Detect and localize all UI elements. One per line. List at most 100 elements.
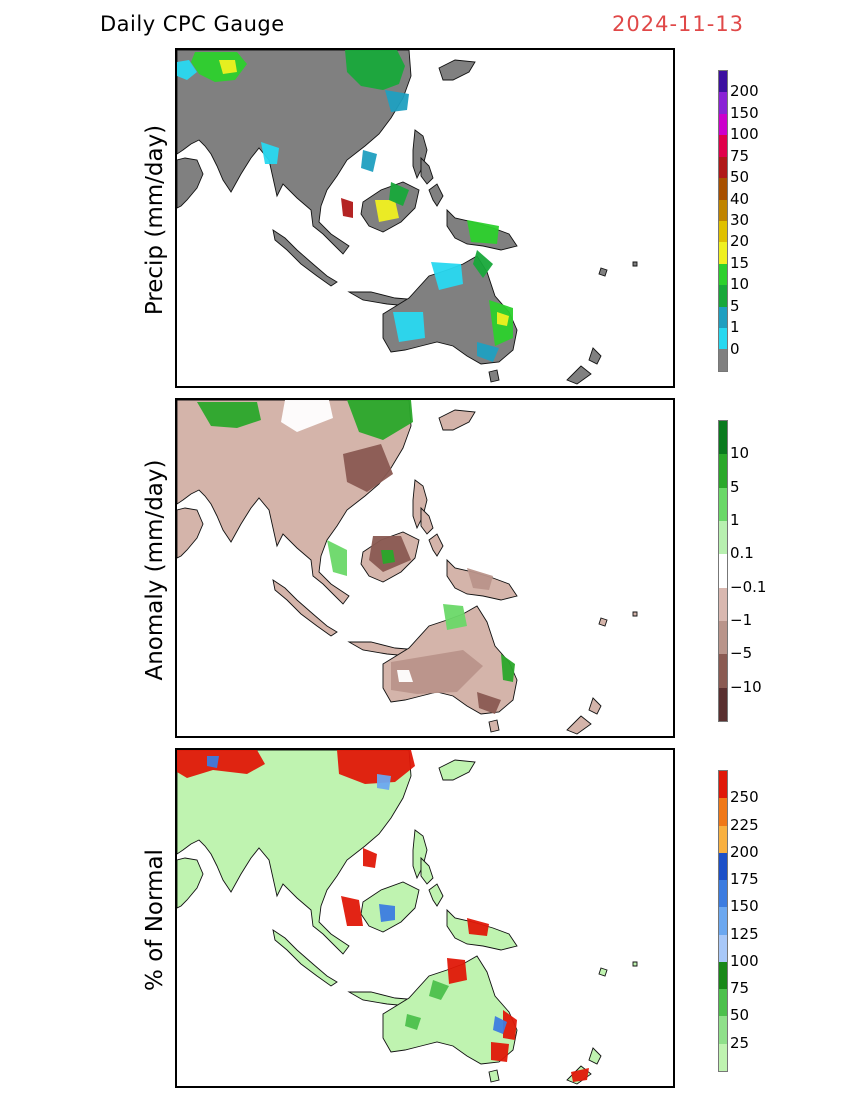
value-region	[391, 650, 483, 694]
land-polygon	[598, 267, 608, 277]
value-region	[327, 540, 347, 576]
land-polygon	[488, 719, 500, 733]
land-polygon	[632, 611, 638, 617]
colorbar-swatch	[719, 113, 727, 136]
colorbar-swatch	[719, 880, 727, 908]
land-polygon	[177, 750, 412, 955]
colorbar-tick-label: 200	[730, 842, 759, 861]
value-region	[477, 692, 501, 714]
value-region	[363, 848, 377, 868]
land-polygon	[412, 829, 428, 880]
colorbar-tick-label: 40	[730, 189, 750, 208]
colorbar-swatch	[719, 961, 727, 990]
colorbar-swatch	[719, 135, 727, 157]
value-region	[447, 958, 467, 984]
colorbar-swatch	[719, 263, 727, 286]
landmass	[177, 750, 638, 1085]
colorbar-swatch	[719, 934, 727, 962]
colorbar-tick-label: 1	[730, 318, 740, 337]
precip-map-panel	[175, 48, 675, 388]
value-region	[501, 654, 515, 682]
land-polygon	[412, 479, 428, 530]
land-polygon	[588, 347, 602, 365]
value-region	[497, 312, 509, 326]
land-polygon	[438, 409, 476, 431]
value-region	[345, 50, 405, 90]
anomaly-map-panel	[175, 398, 675, 738]
land-polygon	[420, 156, 434, 185]
land-polygon	[177, 507, 204, 559]
value-region	[177, 750, 265, 778]
land-polygon	[488, 369, 500, 383]
colorbar-swatch	[719, 798, 727, 826]
anomaly-map	[177, 400, 638, 735]
value-region	[261, 142, 279, 164]
colorbar-tick-label: 5	[730, 296, 740, 315]
colorbar-swatch	[719, 92, 727, 114]
value-region	[477, 342, 499, 362]
precip-colorbar	[718, 70, 728, 372]
colorbar-tick-label: 10	[730, 275, 750, 294]
value-region	[443, 604, 467, 630]
colorbar-tick-label: 0.1	[730, 544, 754, 563]
value-region	[429, 980, 449, 1000]
colorbar-tick-label: −0.1	[730, 577, 767, 596]
colorbar-tick-label: 25	[730, 1033, 750, 1052]
anomaly-overlays	[197, 400, 515, 714]
land-polygon	[272, 229, 338, 287]
colorbar-tick-label: −10	[730, 677, 762, 696]
land-polygon	[420, 856, 434, 885]
colorbar-tick-label: 15	[730, 253, 750, 272]
land-polygon	[412, 129, 428, 180]
value-region	[385, 90, 409, 112]
land-polygon	[588, 697, 602, 715]
colorbar-swatch	[719, 852, 727, 881]
land-polygon	[272, 579, 338, 637]
land-polygon	[428, 883, 444, 907]
value-region	[341, 896, 363, 926]
value-region	[503, 1010, 517, 1040]
colorbar-swatch	[719, 687, 727, 721]
value-region	[467, 568, 493, 590]
land-polygon	[588, 1047, 602, 1065]
colorbar-swatch	[719, 620, 727, 655]
value-region	[375, 200, 399, 222]
colorbar-swatch	[719, 1043, 727, 1071]
colorbar-tick-label: 100	[730, 125, 759, 144]
value-region	[397, 670, 413, 682]
colorbar-swatch	[719, 349, 727, 371]
colorbar-swatch	[719, 487, 727, 521]
percent-normal-overlays	[177, 750, 589, 1082]
precip-overlays	[177, 50, 513, 362]
colorbar-swatch	[719, 520, 727, 555]
colorbar-tick-label: 50	[730, 1006, 750, 1025]
colorbar-tick-label: 10	[730, 444, 750, 463]
colorbar-swatch	[719, 421, 727, 455]
colorbar-swatch	[719, 554, 727, 588]
colorbar-swatch	[719, 306, 727, 329]
percent-normal-map	[177, 750, 638, 1085]
value-region	[377, 774, 391, 790]
value-region	[343, 444, 393, 492]
colorbar-swatch	[719, 178, 727, 200]
percent-normal-axis-label: % of Normal	[142, 849, 168, 991]
percent-normal-colorbar	[718, 770, 728, 1072]
colorbar-tick-label: 175	[730, 870, 759, 889]
value-region	[467, 220, 499, 244]
colorbar-tick-label: 75	[730, 146, 750, 165]
colorbar-swatch	[719, 989, 727, 1017]
land-polygon	[177, 50, 412, 255]
land-polygon	[632, 961, 638, 967]
colorbar-tick-label: −1	[730, 611, 753, 629]
value-region	[393, 312, 425, 342]
value-region	[405, 1014, 421, 1030]
value-region	[431, 262, 463, 290]
colorbar-tick-label: 20	[730, 232, 750, 251]
value-region	[379, 904, 395, 922]
colorbar-swatch	[719, 285, 727, 307]
land-polygon	[420, 506, 434, 535]
colorbar-tick-label: 225	[730, 815, 759, 834]
colorbar-tick-label: 1	[730, 511, 740, 529]
value-region	[473, 250, 493, 278]
map-title: Daily CPC Gauge	[100, 12, 285, 36]
